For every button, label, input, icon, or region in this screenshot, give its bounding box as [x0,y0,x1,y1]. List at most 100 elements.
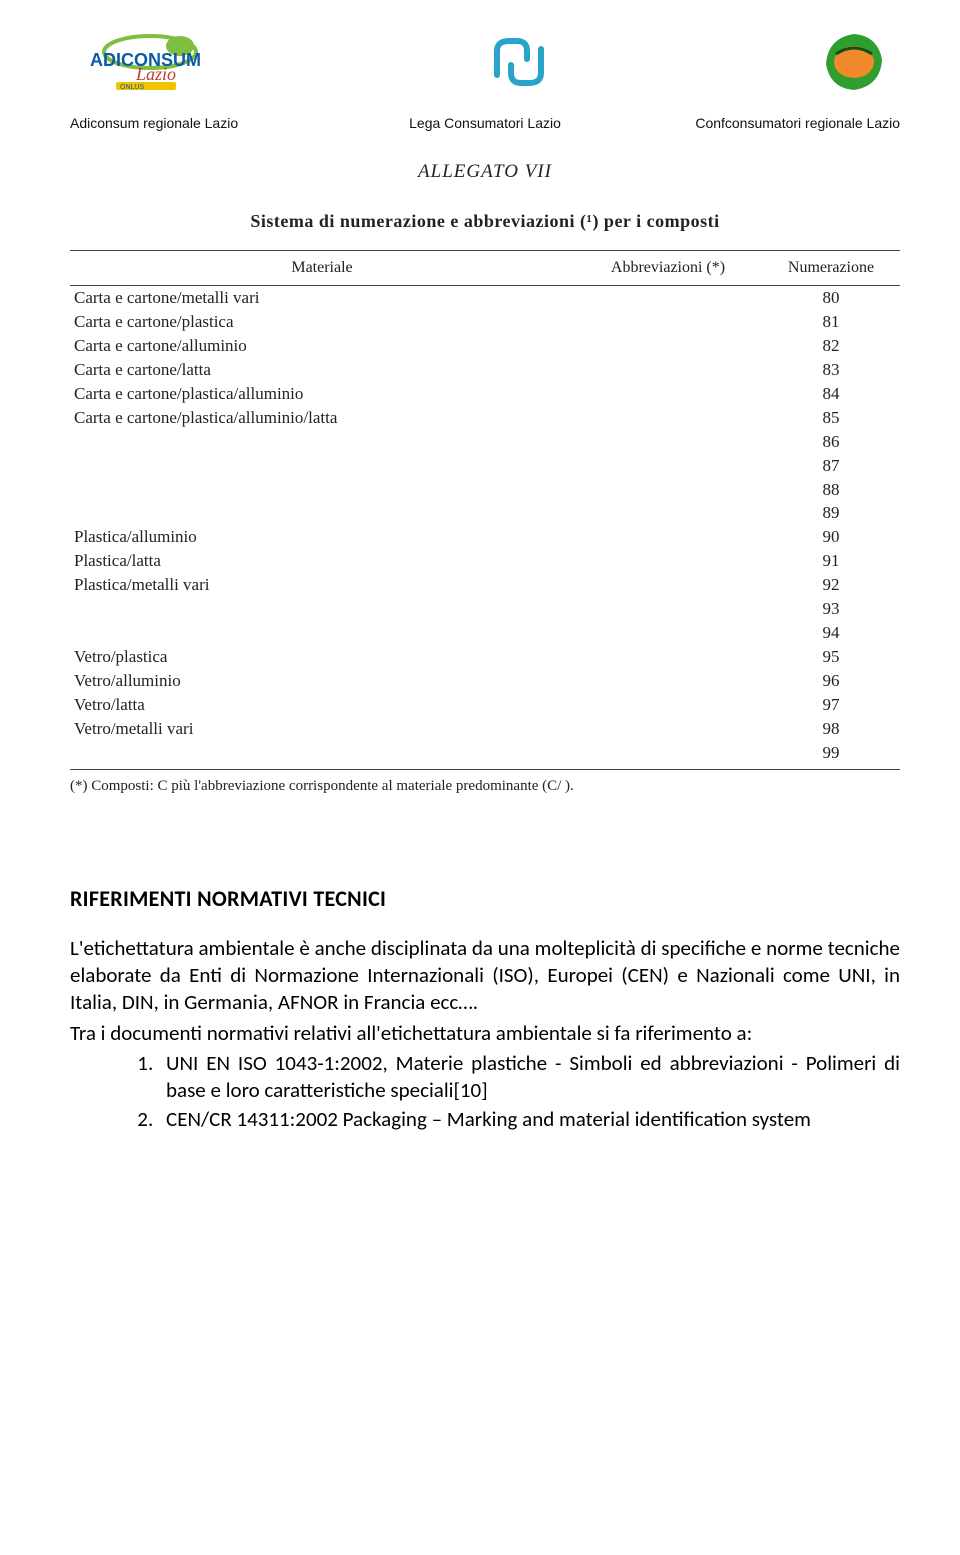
cell-num: 98 [762,717,900,741]
cell-num: 92 [762,573,900,597]
cell-abbr [574,645,762,669]
cell-abbr [574,382,762,406]
scan-title: Sistema di numerazione e abbreviazioni (… [70,211,900,232]
cell-material: Carta e cartone/metalli vari [70,286,574,310]
table-row: Carta e cartone/plastica 81 [70,310,900,334]
cell-material [70,501,574,525]
cell-num: 83 [762,358,900,382]
cell-material: Vetro/plastica [70,645,574,669]
table-row: Plastica/metalli vari92 [70,573,900,597]
materials-table: Materiale Abbreviazioni (*) Numerazione … [70,250,900,770]
cell-material: Carta e cartone/latta [70,358,574,382]
confconsumatori-logo-icon [818,30,890,101]
cell-material: Plastica/alluminio [70,525,574,549]
cell-material: Carta e cartone/alluminio [70,334,574,358]
table-row: 87 [70,454,900,478]
cell-num: 90 [762,525,900,549]
cell-num: 95 [762,645,900,669]
cell-num: 97 [762,693,900,717]
cell-abbr [574,430,762,454]
cell-num: 88 [762,478,900,502]
cell-num: 85 [762,406,900,430]
table-row: 88 [70,478,900,502]
cell-material: Vetro/metalli vari [70,717,574,741]
table-row: Plastica/latta 91 [70,549,900,573]
cell-abbr [574,549,762,573]
reference-item: UNI EN ISO 1043-1:2002, Materie plastich… [158,1050,900,1104]
table-row: Vetro/latta97 [70,693,900,717]
table-row: Carta e cartone/plastica/alluminio/latta… [70,406,900,430]
cell-material [70,478,574,502]
table-row: 94 [70,621,900,645]
cell-abbr [574,669,762,693]
cell-material [70,454,574,478]
cell-material [70,597,574,621]
cell-abbr [574,286,762,310]
cell-num: 87 [762,454,900,478]
cell-abbr [574,597,762,621]
cell-abbr [574,334,762,358]
page: ADICONSUM Lazio ONLUS Adiconsum regional… [0,0,960,1175]
table-row: Carta e cartone/plastica/alluminio 84 [70,382,900,406]
cell-abbr [574,573,762,597]
cell-num: 86 [762,430,900,454]
cell-abbr [574,358,762,382]
header-logos: ADICONSUM Lazio ONLUS [70,30,900,109]
cell-abbr [574,621,762,645]
cell-num: 84 [762,382,900,406]
cell-num: 89 [762,501,900,525]
cell-abbr [574,693,762,717]
cell-num: 80 [762,286,900,310]
cell-abbr [574,717,762,741]
table-row: Vetro/metalli vari 98 [70,717,900,741]
cell-material [70,430,574,454]
allegato-block: ALLEGATO VII Sistema di numerazione e ab… [70,161,900,795]
table-header-row: Materiale Abbreviazioni (*) Numerazione [70,251,900,286]
svg-text:Lazio: Lazio [135,64,176,84]
col-material: Materiale [70,251,574,286]
adiconsum-logo-icon: ADICONSUM Lazio ONLUS [80,32,220,99]
table-row: 86 [70,430,900,454]
cell-material: Vetro/alluminio [70,669,574,693]
body-paragraph: L'etichettatura ambientale è anche disci… [70,935,900,1016]
cell-material [70,741,574,769]
table-row: Carta e cartone/alluminio 82 [70,334,900,358]
cell-num: 81 [762,310,900,334]
cell-num: 93 [762,597,900,621]
cell-abbr [574,741,762,769]
cell-num: 96 [762,669,900,693]
cell-material: Plastica/latta [70,549,574,573]
cell-num: 82 [762,334,900,358]
body-lead-in: Tra i documenti normativi relativi all'e… [70,1020,900,1047]
table-row: 89 [70,501,900,525]
cell-material: Carta e cartone/plastica/alluminio [70,382,574,406]
caption-lega: Lega Consumatori Lazio [347,115,624,131]
cell-num: 91 [762,549,900,573]
cell-material: Carta e cartone/plastica [70,310,574,334]
reference-list: UNI EN ISO 1043-1:2002, Materie plastich… [70,1050,900,1133]
table-footnote: (*) Composti: C più l'abbreviazione corr… [70,778,900,795]
table-row: Carta e cartone/latta 83 [70,358,900,382]
table-row: Plastica/alluminio 90 [70,525,900,549]
cell-abbr [574,406,762,430]
cell-material: Carta e cartone/plastica/alluminio/latta [70,406,574,430]
allegato-label: ALLEGATO VII [70,161,900,183]
svg-text:ONLUS: ONLUS [120,84,144,91]
cell-abbr [574,525,762,549]
table-row: 99 [70,741,900,769]
cell-abbr [574,478,762,502]
table-row: Vetro/alluminio 96 [70,669,900,693]
cell-material [70,621,574,645]
table-row: Carta e cartone/metalli vari 80 [70,286,900,310]
reference-item: CEN/CR 14311:2002 Packaging – Marking an… [158,1106,900,1133]
col-num: Numerazione [762,251,900,286]
cell-num: 99 [762,741,900,769]
cell-abbr [574,310,762,334]
cell-abbr [574,501,762,525]
table-row: 93 [70,597,900,621]
col-abbr: Abbreviazioni (*) [574,251,762,286]
caption-confconsumatori: Confconsumatori regionale Lazio [623,115,900,131]
body-text: RIFERIMENTI NORMATIVI TECNICI L'etichett… [70,885,900,1133]
table-body: Carta e cartone/metalli vari80Carta e ca… [70,286,900,770]
caption-adiconsum: Adiconsum regionale Lazio [70,115,347,131]
